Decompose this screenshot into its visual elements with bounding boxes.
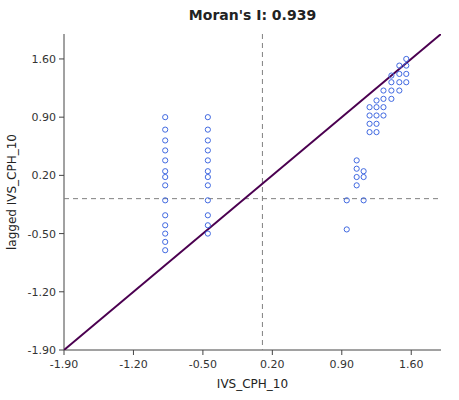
scatter-point bbox=[163, 231, 168, 236]
scatter-point bbox=[389, 73, 394, 78]
scatter-point bbox=[354, 166, 359, 171]
y-tick-label: -0.50 bbox=[28, 228, 56, 241]
x-tick bbox=[64, 350, 65, 355]
scatter-point bbox=[404, 56, 409, 61]
y-tick bbox=[59, 233, 64, 234]
scatter-point bbox=[205, 223, 210, 228]
scatter-point bbox=[404, 63, 409, 68]
scatter-point bbox=[205, 158, 210, 163]
scatter-point bbox=[163, 213, 168, 218]
scatter-point bbox=[205, 213, 210, 218]
x-axis-line bbox=[64, 350, 441, 351]
axes: -1.90 -1.20 -0.50 0.20 0.90 1.60 -1.90 -1.20 -0.… bbox=[28, 34, 441, 371]
scatter-point bbox=[163, 148, 168, 153]
scatter-point bbox=[163, 183, 168, 188]
scatter-point bbox=[374, 105, 379, 110]
scatter-point bbox=[397, 63, 402, 68]
reference-line bbox=[64, 198, 441, 199]
chart: -1.90 -1.20 -0.50 0.20 0.90 1.60 -1.90 -1.20 -0.… bbox=[0, 0, 459, 400]
scatter-point bbox=[163, 174, 168, 179]
scatter-point bbox=[397, 88, 402, 93]
scatter-point bbox=[163, 138, 168, 143]
scatter-point bbox=[389, 88, 394, 93]
scatter-point bbox=[397, 80, 402, 85]
scatter-point bbox=[367, 130, 372, 135]
scatter-point bbox=[163, 248, 168, 253]
y-axis-line bbox=[64, 34, 65, 350]
x-tick-label: -0.50 bbox=[189, 358, 217, 371]
scatter-point bbox=[381, 113, 386, 118]
y-tick-label: 0.20 bbox=[32, 169, 57, 182]
scatter-point bbox=[205, 198, 210, 203]
scatter-point bbox=[163, 239, 168, 244]
scatter-point bbox=[163, 158, 168, 163]
scatter-point bbox=[163, 115, 168, 120]
scatter-point bbox=[163, 169, 168, 174]
scatter-point bbox=[374, 121, 379, 126]
plot-area bbox=[64, 34, 441, 350]
title: Moran's I: 0.939 bbox=[189, 7, 316, 23]
y-tick bbox=[59, 175, 64, 176]
scatter-point bbox=[381, 88, 386, 93]
scatter-point bbox=[389, 96, 394, 101]
scatter-point bbox=[354, 174, 359, 179]
fit-line bbox=[64, 34, 441, 350]
y-tick-label: 0.90 bbox=[32, 111, 57, 124]
y-tick bbox=[59, 58, 64, 59]
scatter-point bbox=[205, 183, 210, 188]
scatter-point bbox=[367, 121, 372, 126]
scatter-point bbox=[205, 148, 210, 153]
scatter-point bbox=[381, 105, 386, 110]
scatter-point bbox=[404, 71, 409, 76]
scatter-point bbox=[205, 231, 210, 236]
scatter-point bbox=[367, 105, 372, 110]
scatter-point bbox=[354, 158, 359, 163]
scatter-point bbox=[205, 169, 210, 174]
x-tick bbox=[133, 350, 134, 355]
y-tick-label: -1.90 bbox=[28, 344, 56, 357]
x-tick bbox=[202, 350, 203, 355]
y-tick-label: -1.20 bbox=[28, 286, 56, 299]
x-tick bbox=[411, 350, 412, 355]
scatter-point bbox=[389, 80, 394, 85]
x-tick-label: 1.60 bbox=[399, 358, 424, 371]
y-tick bbox=[59, 117, 64, 118]
scatter-point bbox=[344, 227, 349, 232]
scatter-point bbox=[361, 174, 366, 179]
scatter-point bbox=[163, 198, 168, 203]
y-tick-label: 1.60 bbox=[32, 53, 57, 66]
scatter-point bbox=[354, 183, 359, 188]
x-tick-label: -1.20 bbox=[119, 358, 147, 371]
scatter-point bbox=[205, 115, 210, 120]
scatter-point bbox=[404, 80, 409, 85]
y-axis-label: lagged IVS_CPH_10 bbox=[5, 134, 19, 250]
x-tick-label: -1.90 bbox=[50, 358, 78, 371]
x-tick-label: 0.90 bbox=[330, 358, 355, 371]
x-tick bbox=[272, 350, 273, 355]
scatter-point bbox=[361, 198, 366, 203]
scatter-point bbox=[367, 113, 372, 118]
x-axis-label: IVS_CPH_10 bbox=[217, 377, 288, 391]
scatter-point bbox=[205, 138, 210, 143]
x-tick bbox=[341, 350, 342, 355]
scatter-point bbox=[374, 130, 379, 135]
reference-line bbox=[262, 34, 263, 350]
scatter-point bbox=[163, 127, 168, 132]
y-tick bbox=[59, 350, 64, 351]
scatter-point bbox=[344, 198, 349, 203]
scatter-point bbox=[205, 174, 210, 179]
y-tick bbox=[59, 291, 64, 292]
scatter-point bbox=[397, 71, 402, 76]
scatter-point bbox=[381, 96, 386, 101]
scatter-point bbox=[205, 127, 210, 132]
x-tick-label: 0.20 bbox=[260, 358, 285, 371]
scatter-point bbox=[163, 223, 168, 228]
scatter-point bbox=[374, 113, 379, 118]
scatter-point bbox=[374, 98, 379, 103]
scatter-point bbox=[361, 169, 366, 174]
